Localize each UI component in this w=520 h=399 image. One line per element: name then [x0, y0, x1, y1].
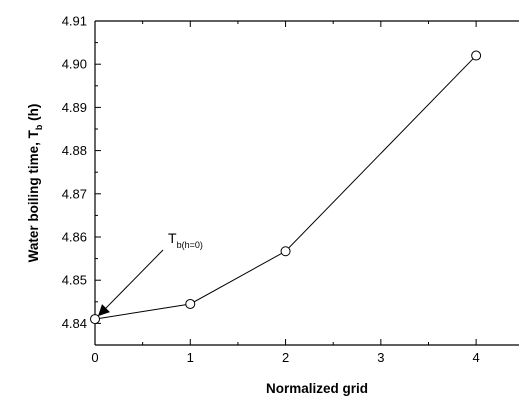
annotations: Tb(h=0)	[98, 230, 203, 317]
y-axis-title: Water boiling time, Tb (h)	[26, 104, 44, 263]
annotation-arrow-line	[103, 249, 164, 311]
annotation-label: Tb(h=0)	[168, 230, 203, 250]
y-tick-label: 4.84	[62, 316, 87, 331]
y-tick-label: 4.90	[62, 57, 87, 72]
series	[90, 50, 482, 325]
y-tick-label: 4.91	[62, 14, 87, 29]
axes	[94, 20, 519, 346]
y-tick-label: 4.85	[62, 273, 87, 288]
x-axis-title: Normalized grid	[266, 381, 368, 396]
y-tick-label: 4.86	[62, 230, 87, 245]
x-tick-label: 2	[282, 350, 289, 365]
x-tick-label: 4	[473, 350, 480, 365]
y-tick-label: 4.89	[62, 100, 87, 115]
x-tick-label: 1	[187, 350, 194, 365]
data-point	[471, 50, 482, 61]
annotation-arrowhead	[98, 304, 110, 317]
y-tick-label: 4.87	[62, 186, 87, 201]
data-point	[185, 298, 196, 309]
ticks: 0 1 2 3 4 4.84 4.85 4.86 4.87 4.88 4.89 4.90 4.91	[62, 14, 480, 366]
axis-titles: Normalized grid Water boiling time, Tb (h…	[26, 104, 368, 396]
x-tick-label: 0	[91, 350, 98, 365]
series-line	[94, 55, 477, 320]
data-point	[280, 246, 291, 257]
data-point	[90, 314, 100, 325]
y-tick-label: 4.88	[62, 143, 87, 158]
x-tick-label: 3	[377, 350, 384, 365]
